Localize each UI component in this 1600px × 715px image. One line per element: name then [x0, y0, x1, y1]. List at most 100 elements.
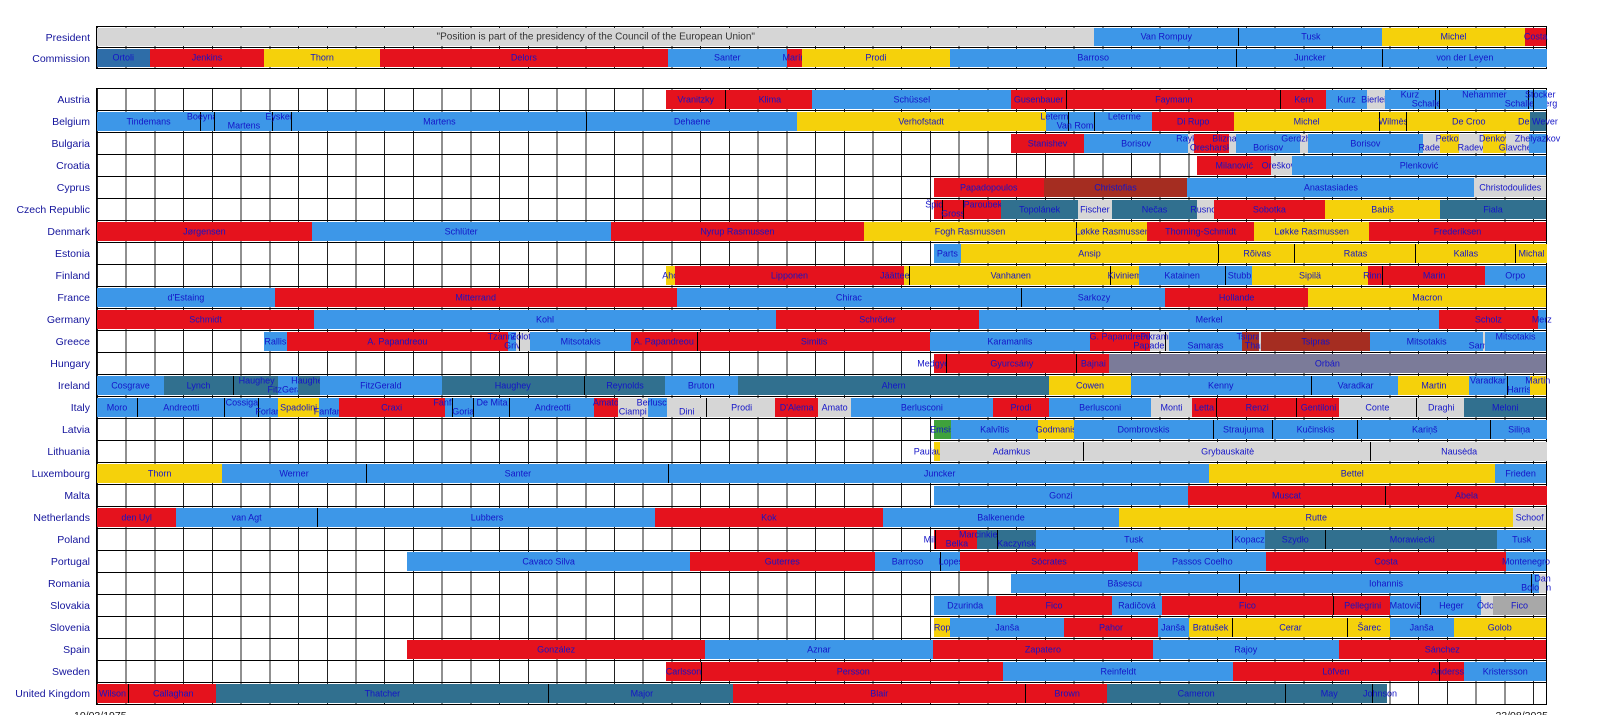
segment-label: Michel [1293, 116, 1320, 126]
segment-label: Andreotti [534, 402, 571, 412]
segment: Kallas [1414, 244, 1516, 263]
segment: Rallis [263, 332, 287, 351]
segment-label: Rajoy [1234, 644, 1258, 654]
segment-label: Raykov [1176, 133, 1207, 144]
segment: Di Rupo [1152, 112, 1235, 131]
segment: Letta [1192, 398, 1216, 417]
segment-label: Chirac [835, 292, 862, 302]
segment-label: FitzGerald [360, 380, 402, 390]
segment-label: Thorn [147, 468, 172, 478]
segment-label: Bruton [687, 380, 715, 390]
segment: Marcinkiewicz [959, 530, 1015, 549]
segment: Barroso [874, 552, 941, 571]
segment-label: Aho [662, 270, 679, 280]
segment-label: Merkel [1195, 314, 1223, 324]
segment-label: Nečas [1141, 204, 1168, 214]
segment-label: Prodi [1010, 402, 1032, 412]
segment-label: May [1320, 688, 1338, 698]
segment-label: Radičová [1118, 600, 1156, 610]
segment: Iohannis [1238, 574, 1533, 593]
segment: Berlusconi [851, 398, 993, 417]
segment: Godmanis [1036, 420, 1077, 439]
segment-label: Anastasiades [1303, 182, 1358, 192]
segment: Ratas [1294, 244, 1416, 263]
segment: Rajoy [1152, 640, 1339, 659]
row-track: Tindemans Boeynants Martens Eyskens Martens D… [96, 110, 1558, 133]
segment: Rutte [1119, 508, 1514, 527]
segment: Simitis [696, 332, 931, 351]
row-label: Croatia [56, 160, 90, 172]
segment-label: Schallenberg [1411, 98, 1465, 109]
segment-label: Oresharski [1189, 142, 1234, 153]
segment-label: Balkenende [977, 512, 1025, 522]
segment-label: Băsescu [1107, 578, 1143, 588]
row: France d'Estaing Mitterrand Chirac Sarkozy Ho… [0, 286, 1600, 309]
segment: Ansip [960, 244, 1218, 263]
segment: Craxi [338, 398, 445, 417]
row: Malta Gonzi Muscat Abela [0, 484, 1600, 507]
segment-label: A. Papandreou [633, 336, 694, 346]
segment-label: Kaczyński [997, 538, 1038, 549]
segment-label: Moro [106, 402, 128, 412]
segment: Michel [1234, 112, 1380, 131]
segment: Monti [1150, 398, 1193, 417]
segment-label: Kallas [1453, 248, 1479, 258]
segment-label: Harris [1507, 384, 1532, 395]
segment: Rinne [1363, 266, 1387, 285]
segment: den Uyl [97, 508, 177, 527]
row: Italy Moro Andreotti Cossiga Forlani Spadolin… [0, 396, 1600, 419]
segment-label: Reynolds [606, 380, 644, 390]
segment-label: Topolánek [1019, 204, 1061, 214]
segment-label: Borisov [1350, 138, 1381, 148]
segment: von der Leyen [1381, 49, 1547, 67]
segment-label: Wilson [98, 688, 127, 698]
segment-label: von der Leyen [1436, 52, 1494, 63]
segment: Mitterrand [274, 288, 677, 307]
row-label: France [57, 292, 90, 304]
segment: Dzurinda [933, 596, 997, 615]
segment-label: Fogh Rasmussen [934, 226, 1006, 236]
segment: Schlüter [311, 222, 611, 241]
segment: Prodi [706, 398, 777, 417]
segment-label: Matovič [1389, 600, 1421, 610]
segment-label: Van Rompuy [1140, 31, 1192, 42]
segment: Denkov [1479, 134, 1510, 153]
segment-label: Samaras [1187, 340, 1224, 351]
segment: Paroubek [962, 200, 1002, 219]
segment-label: Varadkar [1337, 380, 1374, 390]
segment-label: Špidla [925, 199, 951, 210]
segment-label: Faymann [1155, 94, 1193, 104]
segment: Heger [1419, 596, 1482, 615]
segment: Lubbers [317, 508, 657, 527]
segment: Kučinskis [1271, 420, 1359, 439]
segment: Stanishev [1010, 134, 1085, 153]
segment: Muscat [1187, 486, 1386, 505]
segment-label: Johnson [1362, 688, 1397, 698]
axis-end-date: 22/08/2025 [1495, 710, 1548, 715]
segment: Dan [1534, 574, 1551, 593]
segment-label: Tsipras [1236, 331, 1265, 342]
segment-label: Kariņš [1412, 424, 1438, 434]
segment-label: Leterme [1107, 111, 1141, 122]
segment-label: Spadolini [280, 402, 318, 412]
segment: Meloni [1464, 398, 1546, 417]
segment: Rusnok [1190, 200, 1221, 219]
segment: Schmidt [97, 310, 315, 329]
segment-label: Kern [1294, 94, 1314, 104]
segment-label: Fiala [1483, 204, 1503, 214]
segment: Kopacz [1231, 530, 1267, 549]
segment-label: Fico [1045, 600, 1063, 610]
segment: Delors [379, 49, 668, 67]
segment: Andersson [1431, 662, 1474, 681]
row-track: Thorn Werner Santer Juncker Bettel Frieden [96, 462, 1547, 485]
segment-label: Cossiga [225, 397, 259, 408]
row-label: Malta [64, 490, 90, 502]
segment-label: Montenegro [1501, 556, 1551, 566]
row: Germany Schmidt Kohl Schröder Merkel Scholz Me… [0, 308, 1600, 331]
row-label: Commission [32, 52, 90, 65]
segment: Michal [1514, 244, 1547, 263]
segment: Anastasiades [1187, 178, 1475, 197]
segment: Andreotti [509, 398, 596, 417]
segment-label: Karamanlis [987, 336, 1033, 346]
segment-label: Kopacz [1234, 534, 1265, 544]
